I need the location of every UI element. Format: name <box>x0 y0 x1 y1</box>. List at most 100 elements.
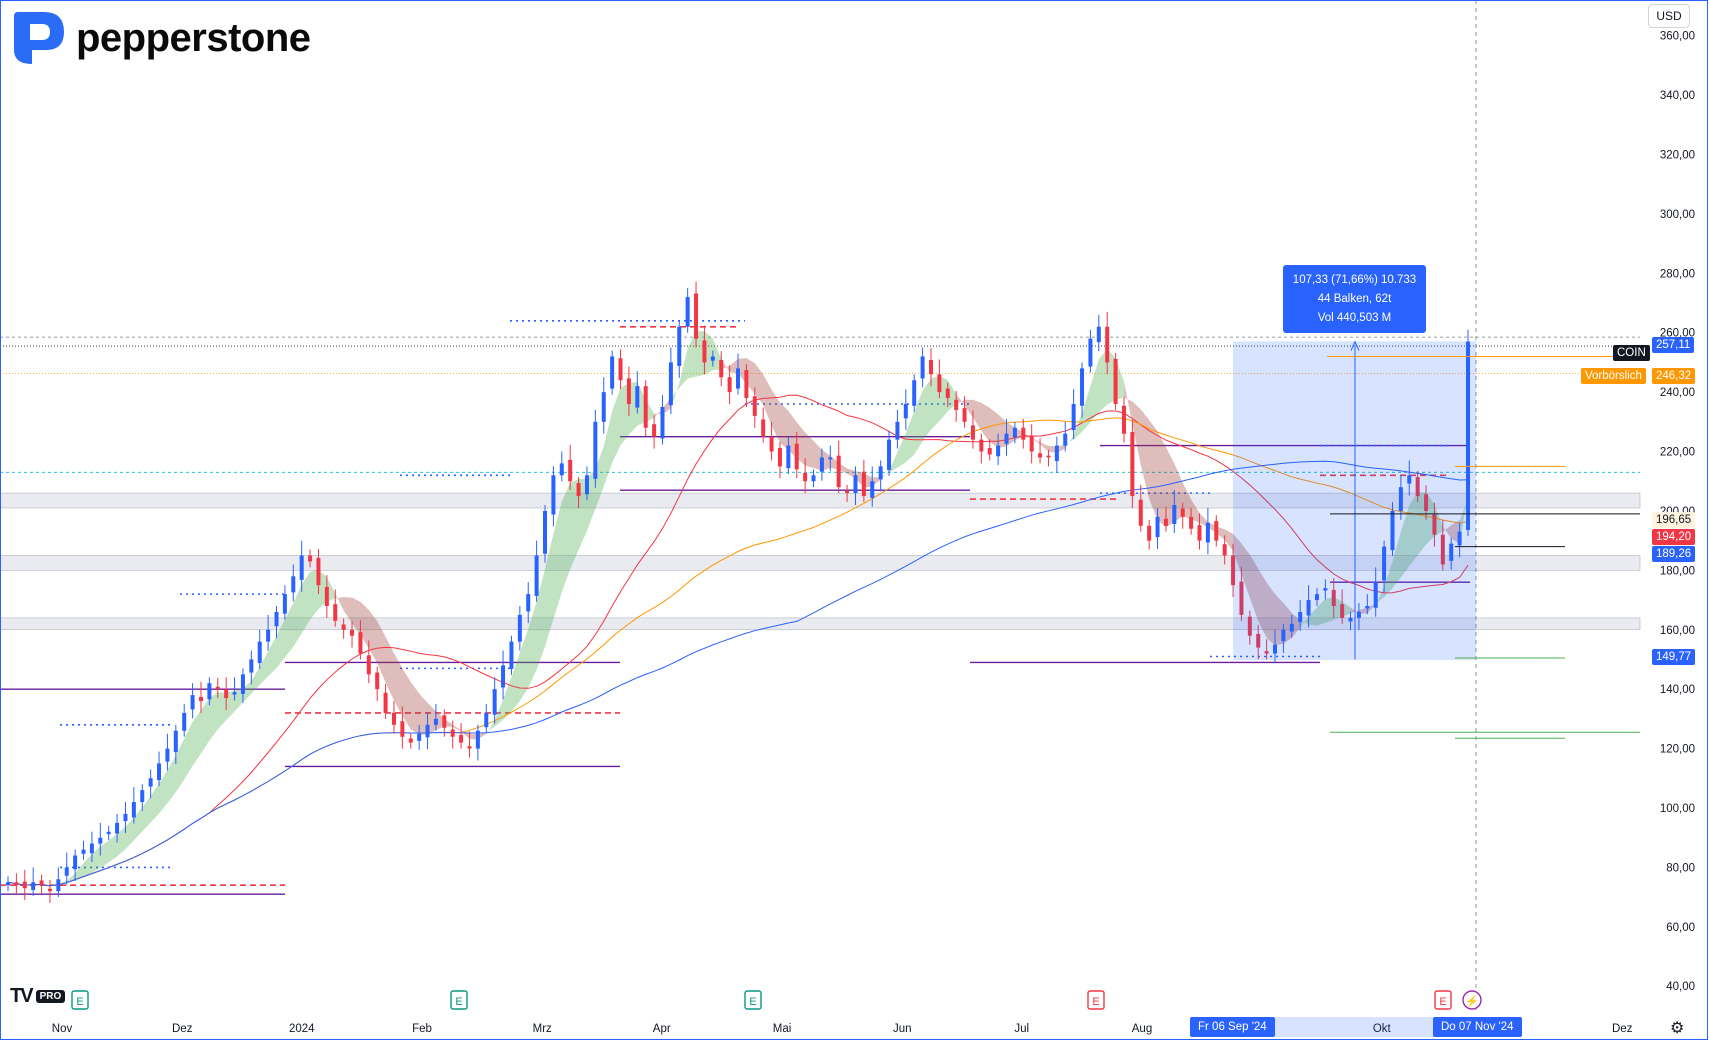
cloud-segment <box>1090 359 1098 422</box>
event-marker-label: ⚡ <box>1465 995 1479 1008</box>
cloud-segment <box>1158 431 1166 527</box>
candle-body <box>90 844 94 854</box>
x-tick-label: Jul <box>1014 1023 1029 1035</box>
currency-button[interactable]: USD <box>1648 4 1690 28</box>
candle-body <box>895 422 899 440</box>
candle-body <box>1114 359 1118 404</box>
x-tick-label: Mrz <box>533 1023 552 1035</box>
candle-body <box>812 475 816 481</box>
last-price-label: 257,11 <box>1652 337 1694 353</box>
candle-body <box>904 404 908 418</box>
candle-body <box>543 511 547 554</box>
cloud-segment <box>990 408 998 448</box>
candle-body <box>40 880 44 885</box>
event-marker-label: E <box>1439 996 1446 1008</box>
candle-body <box>887 440 891 470</box>
candle-body <box>702 340 706 362</box>
y-tick-label: 40,00 <box>1666 981 1695 993</box>
candle-body <box>979 440 983 452</box>
candle-body <box>493 689 497 715</box>
candle-body <box>291 576 295 592</box>
candle-body <box>6 882 10 885</box>
candle-body <box>518 615 522 642</box>
candle-body <box>342 624 346 629</box>
candle-body <box>1030 436 1034 451</box>
candle-body <box>1172 505 1176 524</box>
measure-tooltip: 107,33 (71,66%) 10.733 44 Balken, 62t Vo… <box>1283 265 1426 333</box>
event-markers: E E E E E ⚡ <box>72 991 1481 1009</box>
candle-body <box>82 850 86 854</box>
candle-body <box>602 392 606 422</box>
candle-body <box>694 293 698 338</box>
candle-body <box>1063 434 1067 446</box>
cloud-segment <box>923 379 931 442</box>
cloud-segment <box>193 710 201 766</box>
measure-bars: 44 Balken, 62t <box>1283 290 1426 309</box>
candle-body <box>853 475 857 493</box>
y-tick-label: 300,00 <box>1660 209 1695 221</box>
x-tick-label: Apr <box>653 1023 671 1035</box>
candle-body <box>308 556 312 562</box>
candle-body <box>728 377 732 392</box>
candle-body <box>1046 456 1050 458</box>
candle-body <box>971 425 975 439</box>
candle-body <box>300 556 304 580</box>
candle-body <box>1197 525 1201 540</box>
candle-body <box>619 358 623 380</box>
candle-body <box>1097 327 1101 342</box>
candle-body <box>249 659 253 672</box>
candle-body <box>627 378 631 404</box>
candle-body <box>929 360 933 374</box>
candle-body <box>954 400 958 410</box>
candle-body <box>686 297 690 327</box>
cloud-segment <box>125 818 133 850</box>
candle-body <box>451 730 455 737</box>
x-range-highlight <box>1275 1017 1443 1037</box>
candle-body <box>551 475 555 514</box>
candle-body <box>132 802 136 817</box>
time-axis: Nov Dez 2024 Feb Mrz Apr Mai Jun Jul Aug Okt Dez <box>52 1017 1633 1037</box>
candle-body <box>333 604 337 621</box>
candle-body <box>937 374 941 392</box>
candle-body <box>1223 544 1227 555</box>
candle-body <box>1013 428 1017 438</box>
cloud-segment <box>981 403 989 442</box>
candle-body <box>157 763 161 780</box>
candle-body <box>795 444 799 470</box>
candle-body <box>182 713 186 731</box>
cloud-segment <box>151 783 159 822</box>
candle-body <box>367 655 371 674</box>
y-tick-label: 60,00 <box>1666 922 1695 934</box>
candle-body <box>140 790 144 802</box>
candle-body <box>660 407 664 438</box>
candle-body <box>669 362 673 405</box>
candle-body <box>384 693 388 713</box>
candle-body <box>803 473 807 481</box>
candle-body <box>409 738 413 742</box>
measure-overlay <box>1233 341 1640 738</box>
candle-body <box>1147 526 1151 541</box>
y-tick-label: 160,00 <box>1660 625 1695 637</box>
candle-body <box>677 327 681 366</box>
candle-body <box>107 832 111 834</box>
cloud-segment <box>167 755 175 803</box>
candle-body <box>820 457 824 471</box>
candle-body <box>501 665 505 687</box>
cloud-segment <box>100 841 108 868</box>
level-label-1: 196,65 <box>1652 512 1695 528</box>
settings-gear-icon[interactable]: ⚙ <box>1670 1018 1684 1038</box>
candle-body <box>484 713 488 727</box>
y-tick-label: 280,00 <box>1660 268 1695 280</box>
x-tick-label: Dez <box>1612 1023 1633 1035</box>
tradingview-watermark: TV PRO <box>10 985 65 1008</box>
x-tick-label: Mai <box>773 1023 792 1035</box>
candle-body <box>426 725 430 737</box>
candle-body <box>593 422 597 479</box>
premarket-price-label: 246,32 <box>1652 368 1695 384</box>
candle-body <box>258 642 262 663</box>
cloud-segment <box>84 854 92 877</box>
y-tick-label: 320,00 <box>1660 149 1695 161</box>
candle-body <box>14 882 18 885</box>
candle-body <box>560 463 564 475</box>
